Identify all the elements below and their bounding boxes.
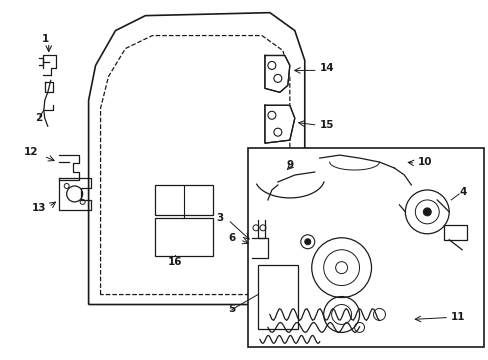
Text: 9: 9 [285,160,293,170]
Text: 10: 10 [416,157,431,167]
Polygon shape [264,105,294,143]
Text: 4: 4 [458,187,466,197]
Text: 2: 2 [35,113,42,123]
Text: 6: 6 [228,233,235,243]
Text: 16: 16 [168,257,182,267]
Bar [247,148,483,347]
Text: 7: 7 [334,173,341,183]
Circle shape [304,239,310,245]
Text: 15: 15 [319,120,333,130]
Text: 13: 13 [32,203,46,213]
Text: 11: 11 [450,312,465,323]
Bar [155,185,213,215]
Text: 3: 3 [216,213,224,223]
Circle shape [423,208,430,216]
Bar [258,265,297,329]
Text: 14: 14 [319,63,334,73]
Bar [155,218,213,256]
Text: 12: 12 [23,147,38,157]
Text: 8: 8 [337,217,344,227]
Text: 1: 1 [42,33,49,44]
Text: 5: 5 [228,305,235,315]
Polygon shape [264,55,289,92]
